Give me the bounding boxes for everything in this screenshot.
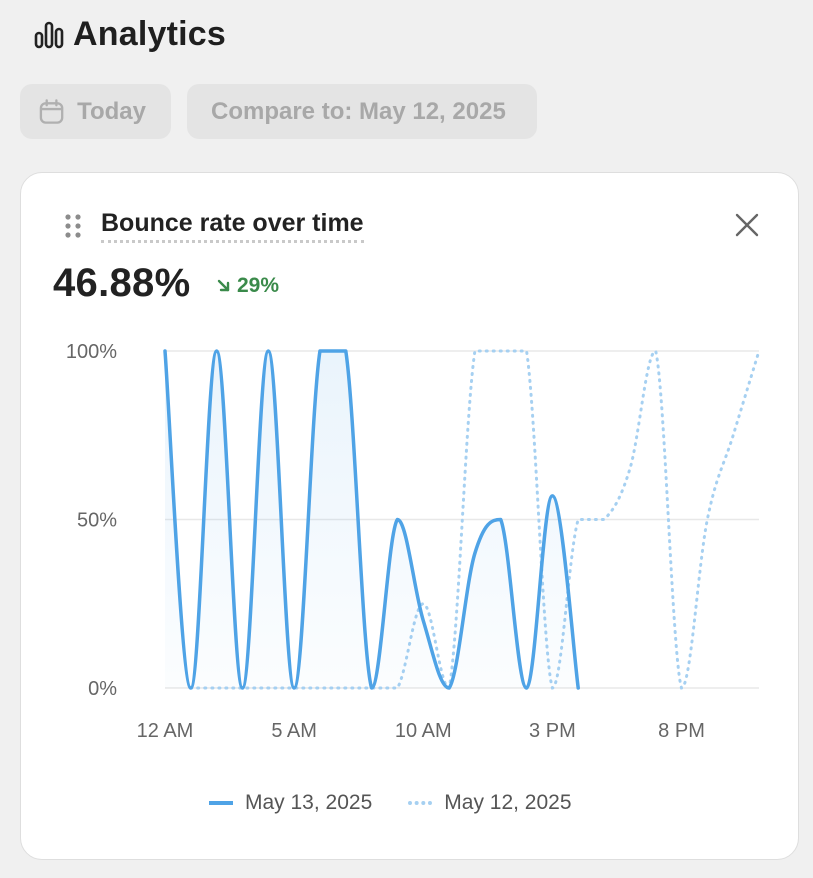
arrow-down-right-icon	[217, 279, 230, 292]
date-range-button[interactable]: Today	[20, 84, 171, 139]
card-title[interactable]: Bounce rate over time	[101, 209, 364, 243]
legend-swatch-solid	[209, 801, 233, 805]
legend-label-previous: May 12, 2025	[444, 791, 572, 814]
legend-item-current[interactable]: May 13, 2025	[209, 791, 372, 815]
metric-value: 46.88%	[53, 261, 191, 305]
delta-badge: 29%	[217, 274, 279, 298]
bounce-rate-chart: 100% 50% 0% 12 AM 5 AM 10 AM 3 PM 8 PM	[66, 341, 761, 742]
x-tick-label: 3 PM	[529, 720, 576, 742]
compare-button[interactable]: Compare to: May 12, 2025	[187, 84, 537, 139]
calendar-icon	[39, 98, 64, 124]
series-area-current	[165, 351, 579, 688]
legend-item-previous[interactable]: May 12, 2025	[408, 791, 572, 815]
series-line-current	[163, 349, 580, 690]
chart-legend: May 13, 2025 May 12, 2025	[209, 791, 572, 815]
legend-swatch-dotted	[408, 801, 433, 805]
x-tick-label: 5 AM	[271, 720, 317, 742]
legend-label-current: May 13, 2025	[245, 791, 373, 814]
delta-value: 29%	[237, 274, 280, 297]
date-range-label: Today	[77, 97, 146, 125]
y-tick-label: 50%	[77, 510, 117, 532]
close-icon[interactable]	[733, 211, 761, 239]
page-title: Analytics	[73, 15, 226, 53]
compare-label: Compare to: May 12, 2025	[211, 97, 506, 125]
insight-card: Bounce rate over time 46.88% 29% 100% 50%…	[20, 172, 799, 860]
x-tick-label: 12 AM	[137, 720, 194, 742]
y-tick-label: 0%	[88, 678, 117, 700]
x-tick-label: 8 PM	[658, 720, 705, 742]
toolbar: Today Compare to: May 12, 2025	[20, 84, 537, 139]
drag-handle-icon[interactable]	[64, 213, 82, 239]
y-tick-label: 100%	[66, 341, 117, 363]
page-header: Analytics	[34, 12, 226, 56]
bar-chart-icon	[34, 21, 64, 49]
x-tick-label: 10 AM	[395, 720, 452, 742]
